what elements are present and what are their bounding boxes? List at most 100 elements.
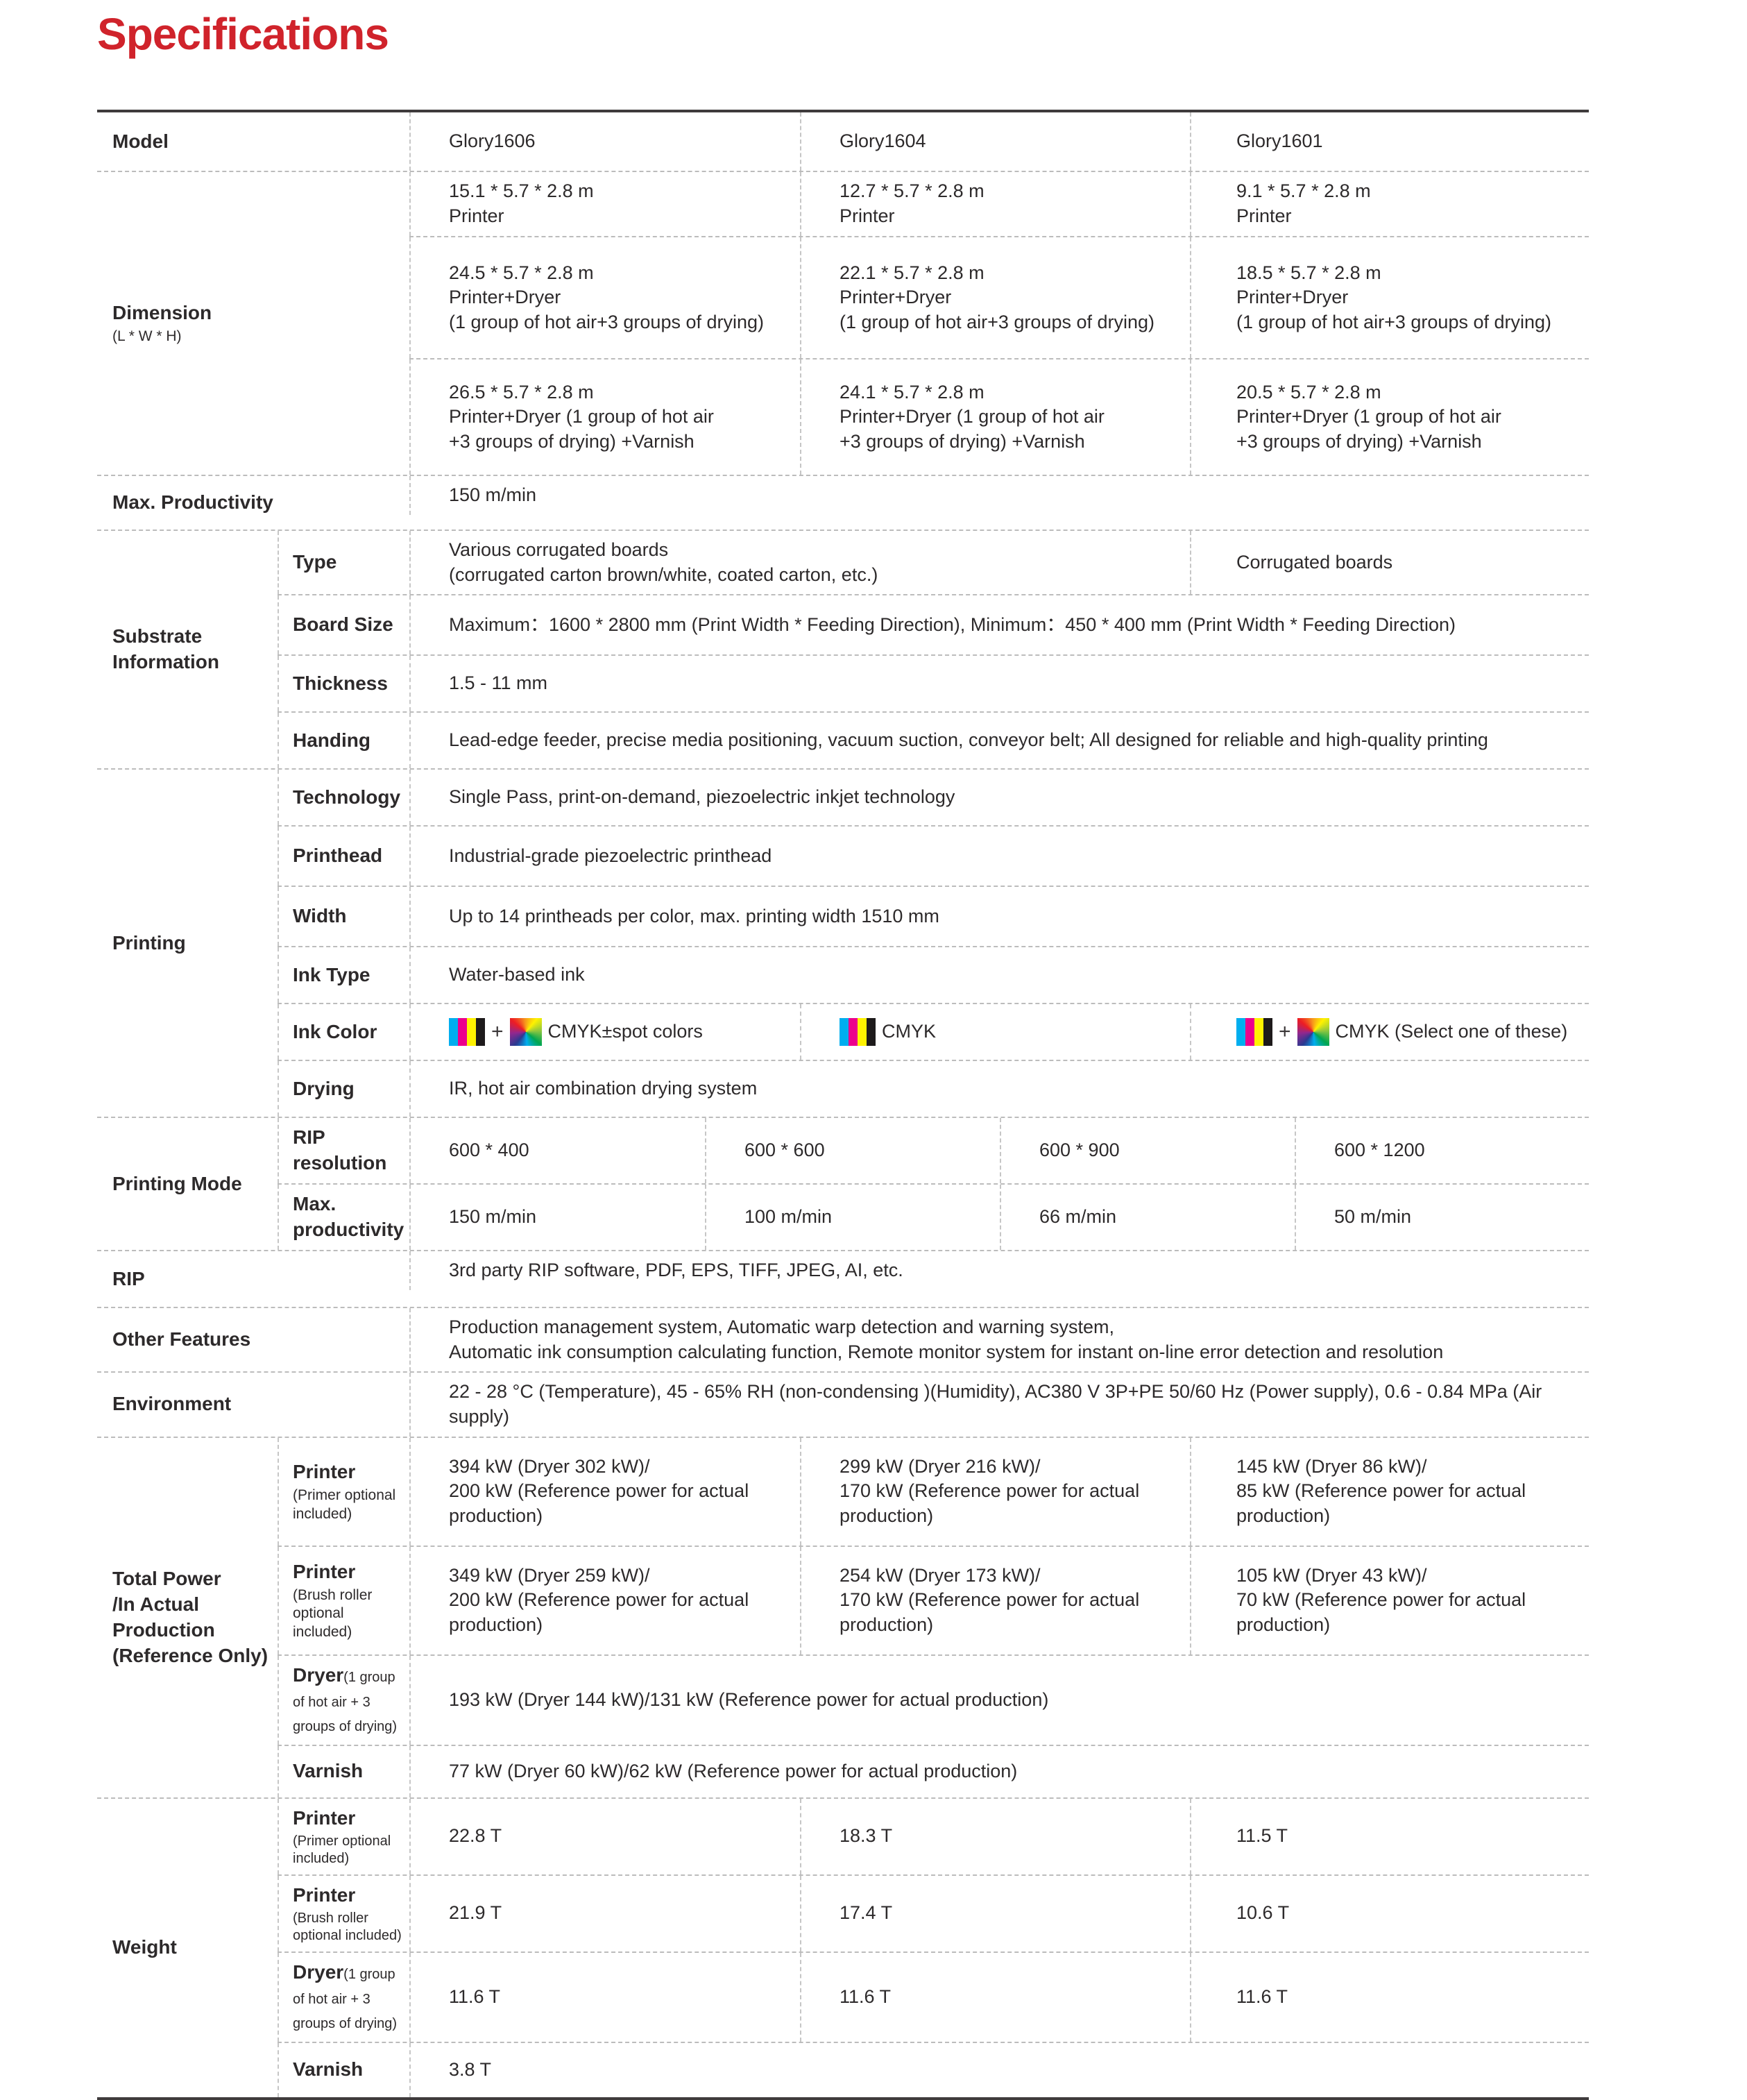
weight-printer-brush-note: (Brush roller optional included) bbox=[293, 1910, 402, 1943]
power-printer-primer-label: Printer bbox=[293, 1461, 356, 1483]
substrate-label: Substrate Information bbox=[112, 625, 219, 673]
weight-printer-primer-note: (Primer optional included) bbox=[293, 1833, 391, 1866]
weight-row-varnish: Varnish 3.8 T bbox=[278, 2041, 1589, 2097]
power-printer-primer-label-cell: Printer (Primer optional included) bbox=[278, 1437, 409, 1546]
power-printer-brush-note: (Brush roller optional included) bbox=[293, 1587, 373, 1640]
dimension-varnish-1606: 26.5 * 5.7 * 2.8 m Printer+Dryer (1 grou… bbox=[409, 359, 800, 475]
weight-printer-brush-1601: 10.6 T bbox=[1190, 1875, 1589, 1951]
substrate-label-cell: Substrate Information bbox=[97, 531, 278, 768]
thickness-label: Thickness bbox=[293, 672, 388, 694]
drying-label-cell: Drying bbox=[278, 1061, 409, 1117]
power-row-printer-brush: Printer (Brush roller optional included)… bbox=[278, 1545, 1589, 1654]
page-title: Specifications bbox=[97, 9, 389, 59]
printing-row-printhead: Printhead Industrial-grade piezoelectric… bbox=[278, 825, 1589, 886]
power-row-varnish: Varnish 77 kW (Dryer 60 kW)/62 kW (Refer… bbox=[278, 1744, 1589, 1797]
weight-label-cell: Weight bbox=[97, 1799, 278, 2097]
rip-label: RIP bbox=[112, 1267, 145, 1289]
spot-gradient-icon bbox=[1297, 1018, 1329, 1047]
model-label-cell: Model bbox=[97, 112, 409, 171]
board-size-label: Board Size bbox=[293, 613, 393, 636]
max-productivity-row: 150 m/min bbox=[409, 476, 1589, 515]
section-dimension: Dimension (L * W * H) 15.1 * 5.7 * 2.8 m… bbox=[97, 171, 1589, 475]
power-printer-brush-1606: 349 kW (Dryer 259 kW)/ 200 kW (Reference… bbox=[409, 1546, 800, 1654]
weight-dryer-label-cell: Dryer(1 group of hot air + 3 groups of d… bbox=[278, 1952, 409, 2042]
weight-dryer-1601: 11.6 T bbox=[1190, 1952, 1589, 2042]
board-size-label-cell: Board Size bbox=[278, 595, 409, 655]
handing-label: Handing bbox=[293, 729, 370, 751]
power-varnish-value: 77 kW (Dryer 60 kW)/62 kW (Reference pow… bbox=[409, 1745, 1589, 1797]
ink-color-text: CMYK±spot colors bbox=[547, 1021, 703, 1042]
mode-max-productivity-value-4: 50 m/min bbox=[1295, 1185, 1589, 1251]
specifications-table: Model Glory1606 Glory1604 Glory1601 Dime… bbox=[97, 110, 1589, 2100]
weight-label: Weight bbox=[112, 1936, 177, 1958]
section-max-productivity: Max. Productivity 150 m/min bbox=[97, 475, 1589, 530]
max-productivity-label-cell: Max. Productivity bbox=[97, 476, 409, 530]
model-row: Glory1606 Glory1604 Glory1601 bbox=[409, 112, 1589, 171]
rip-resolution-value-2: 600 * 600 bbox=[705, 1118, 1000, 1184]
section-environment: Environment 22 - 28 °C (Temperature), 45… bbox=[97, 1371, 1589, 1437]
weight-printer-brush-label: Printer bbox=[293, 1883, 356, 1906]
power-dryer-label-cell: Dryer(1 group of hot air + 3 groups of d… bbox=[278, 1655, 409, 1745]
total-power-label: Total Power /In Actual Production (Refer… bbox=[112, 1567, 269, 1666]
weight-printer-primer-1604: 18.3 T bbox=[800, 1798, 1190, 1874]
rip-value: 3rd party RIP software, PDF, EPS, TIFF, … bbox=[409, 1251, 1589, 1290]
environment-label: Environment bbox=[112, 1393, 232, 1415]
printing-mode-row-max-productivity: Max. productivity 150 m/min 100 m/min 66… bbox=[278, 1183, 1589, 1251]
dimension-printer-dryer-1604: 22.1 * 5.7 * 2.8 m Printer+Dryer (1 grou… bbox=[800, 237, 1190, 358]
ink-color-glory1604: CMYK bbox=[800, 1004, 1190, 1060]
ink-color-glory1606: + CMYK±spot colors bbox=[409, 1004, 800, 1060]
weight-printer-brush-1604: 17.4 T bbox=[800, 1875, 1190, 1951]
power-dryer-value: 193 kW (Dryer 144 kW)/131 kW (Reference … bbox=[409, 1655, 1589, 1745]
environment-row: 22 - 28 °C (Temperature), 45 - 65% RH (n… bbox=[409, 1373, 1589, 1437]
mode-max-productivity-value-3: 66 m/min bbox=[1000, 1185, 1295, 1251]
cmyk-bars-icon bbox=[1236, 1018, 1272, 1047]
technology-label-cell: Technology bbox=[278, 770, 409, 826]
power-printer-brush-label: Printer bbox=[293, 1561, 356, 1583]
dimension-printer-dryer-1606: 24.5 * 5.7 * 2.8 m Printer+Dryer (1 grou… bbox=[409, 237, 800, 358]
printhead-label-cell: Printhead bbox=[278, 827, 409, 886]
power-printer-primer-1606: 394 kW (Dryer 302 kW)/ 200 kW (Reference… bbox=[409, 1437, 800, 1546]
rip-resolution-label-cell: RIP resolution bbox=[278, 1118, 409, 1184]
rip-resolution-value-3: 600 * 900 bbox=[1000, 1118, 1295, 1184]
substrate-row-type: Type Various corrugated boards (corrugat… bbox=[278, 531, 1589, 595]
dimension-printer-1606: 15.1 * 5.7 * 2.8 m Printer bbox=[409, 172, 800, 236]
rip-row: 3rd party RIP software, PDF, EPS, TIFF, … bbox=[409, 1251, 1589, 1290]
dimension-varnish-1604: 24.1 * 5.7 * 2.8 m Printer+Dryer (1 grou… bbox=[800, 359, 1190, 475]
power-printer-primer-note: (Primer optional included) bbox=[293, 1487, 396, 1522]
technology-value: Single Pass, print-on-demand, piezoelect… bbox=[409, 770, 1589, 826]
dimension-varnish-1601: 20.5 * 5.7 * 2.8 m Printer+Dryer (1 grou… bbox=[1190, 359, 1589, 475]
weight-varnish-value: 3.8 T bbox=[409, 2042, 1589, 2097]
total-power-label-cell: Total Power /In Actual Production (Refer… bbox=[97, 1438, 278, 1797]
printing-mode-label: Printing Mode bbox=[112, 1172, 242, 1194]
ink-color-label: Ink Color bbox=[293, 1020, 377, 1042]
ink-type-label: Ink Type bbox=[293, 963, 370, 985]
weight-varnish-label: Varnish bbox=[293, 2058, 364, 2081]
model-glory1606: Glory1606 bbox=[409, 112, 800, 171]
handing-value: Lead-edge feeder, precise media position… bbox=[409, 713, 1589, 769]
max-productivity-label: Max. Productivity bbox=[112, 491, 273, 514]
power-printer-primer-1601: 145 kW (Dryer 86 kW)/ 85 kW (Reference p… bbox=[1190, 1437, 1589, 1546]
cmyk-bars-icon bbox=[840, 1018, 876, 1047]
power-dryer-label: Dryer bbox=[293, 1663, 344, 1686]
section-printing: Printing Technology Single Pass, print-o… bbox=[97, 768, 1589, 1117]
weight-row-dryer: Dryer(1 group of hot air + 3 groups of d… bbox=[278, 1951, 1589, 2042]
power-varnish-label: Varnish bbox=[293, 1760, 364, 1782]
ink-type-label-cell: Ink Type bbox=[278, 947, 409, 1004]
weight-printer-primer-1601: 11.5 T bbox=[1190, 1798, 1589, 1874]
weight-printer-primer-1606: 22.8 T bbox=[409, 1798, 800, 1874]
printhead-value: Industrial-grade piezoelectric printhead bbox=[409, 827, 1589, 886]
max-productivity-value: 150 m/min bbox=[409, 476, 1589, 515]
mode-max-productivity-value-1: 150 m/min bbox=[409, 1185, 705, 1251]
other-features-row: Production management system, Automatic … bbox=[409, 1308, 1589, 1372]
printing-label: Printing bbox=[112, 931, 186, 954]
power-varnish-label-cell: Varnish bbox=[278, 1745, 409, 1797]
section-other-features: Other Features Production management sys… bbox=[97, 1307, 1589, 1372]
model-glory1604: Glory1604 bbox=[800, 112, 1190, 171]
section-rip: RIP 3rd party RIP software, PDF, EPS, TI… bbox=[97, 1250, 1589, 1307]
section-printing-mode: Printing Mode RIP resolution 600 * 400 6… bbox=[97, 1117, 1589, 1251]
section-model: Model Glory1606 Glory1604 Glory1601 bbox=[97, 112, 1589, 171]
printing-row-technology: Technology Single Pass, print-on-demand,… bbox=[278, 770, 1589, 826]
power-row-dryer: Dryer(1 group of hot air + 3 groups of d… bbox=[278, 1654, 1589, 1745]
ink-color-text: CMYK bbox=[882, 1021, 937, 1042]
drying-value: IR, hot air combination drying system bbox=[409, 1061, 1589, 1117]
